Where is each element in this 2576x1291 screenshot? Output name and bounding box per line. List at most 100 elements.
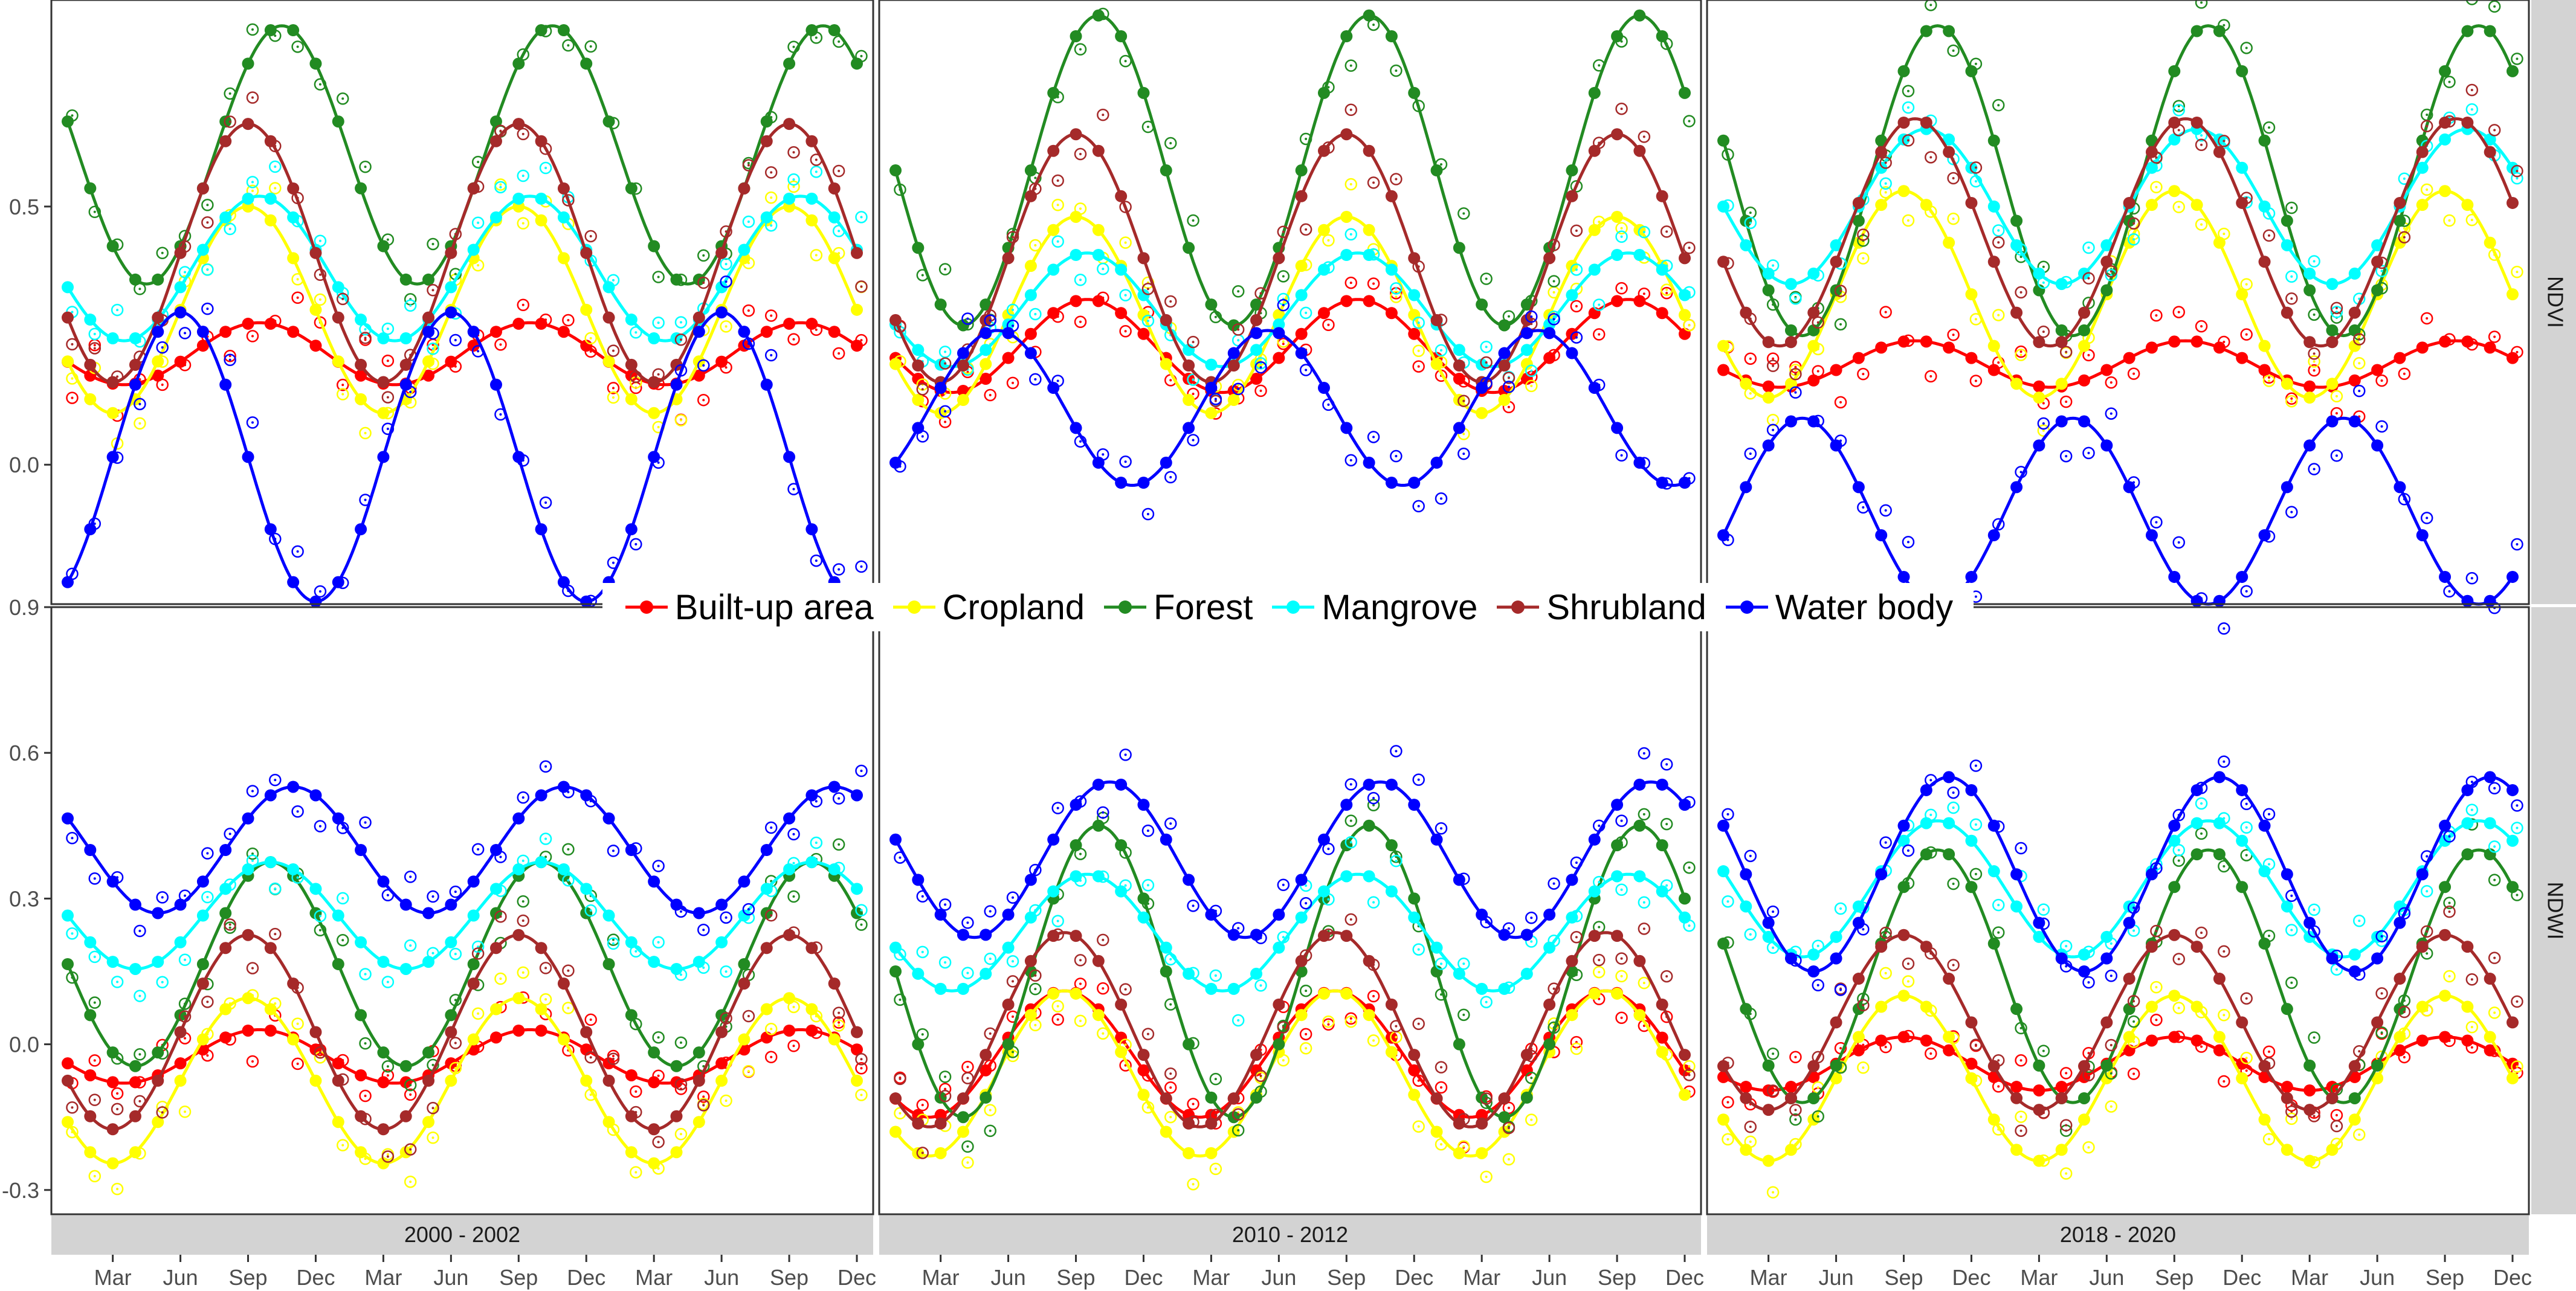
observation-dot bbox=[499, 915, 502, 918]
fitted-point bbox=[1943, 848, 1955, 861]
observation-circle bbox=[1164, 1110, 1177, 1124]
fitted-point bbox=[1740, 481, 1752, 494]
fitted-point bbox=[1453, 1147, 1465, 1159]
observation-circle bbox=[855, 1062, 868, 1075]
observation-dot bbox=[184, 1110, 187, 1113]
observation-dot bbox=[477, 221, 480, 224]
observation-dot bbox=[2493, 956, 2496, 959]
fitted-point bbox=[1717, 1113, 1729, 1126]
observation-dot bbox=[1056, 1018, 1059, 1021]
fitted-point bbox=[1520, 967, 1533, 980]
fitted-point bbox=[783, 192, 796, 205]
observation-circle bbox=[1187, 1098, 1199, 1110]
fitted-point bbox=[625, 1009, 638, 1022]
fitted-point bbox=[219, 211, 232, 224]
fitted-point bbox=[2145, 529, 2158, 541]
fitted-point bbox=[1543, 909, 1556, 921]
observation-dot bbox=[228, 926, 231, 929]
observation-circle bbox=[2330, 301, 2343, 315]
observation-dot bbox=[1974, 166, 1977, 169]
fitted-point bbox=[1566, 874, 1578, 886]
observation-dot bbox=[1372, 995, 1375, 998]
fitted-point bbox=[445, 246, 457, 259]
fitted-point bbox=[174, 936, 187, 948]
observation-circle bbox=[156, 246, 169, 259]
observation-circle bbox=[2398, 907, 2411, 920]
observation-circle bbox=[427, 1101, 439, 1115]
fitted-point bbox=[2371, 930, 2384, 943]
observation-dot bbox=[1642, 135, 1645, 138]
observation-dot bbox=[612, 1057, 615, 1060]
observation-dot bbox=[2313, 1036, 2316, 1039]
fitted-point bbox=[2394, 916, 2406, 929]
observation-dot bbox=[612, 561, 615, 564]
observation-dot bbox=[274, 187, 277, 190]
observation-circle bbox=[607, 845, 620, 857]
fitted-point bbox=[580, 340, 593, 352]
fitted-point bbox=[2484, 146, 2496, 158]
observation-circle bbox=[2059, 395, 2073, 408]
fitted-point bbox=[957, 359, 969, 372]
observation-dot bbox=[1749, 452, 1752, 456]
fitted-point bbox=[287, 576, 300, 588]
observation-circle bbox=[674, 333, 688, 346]
fitted-point bbox=[2371, 1016, 2384, 1029]
observation-circle bbox=[1902, 134, 1915, 147]
fitted-point bbox=[422, 956, 435, 968]
fitted-point bbox=[2371, 256, 2384, 268]
fitted-point bbox=[2348, 306, 2361, 319]
fitted-point bbox=[2145, 941, 2158, 953]
observation-dot bbox=[2470, 108, 2473, 111]
fitted-point bbox=[399, 273, 412, 286]
observation-circle bbox=[269, 882, 282, 895]
observation-dot bbox=[1214, 315, 1217, 318]
fitted-point bbox=[489, 942, 502, 955]
fitted-point bbox=[1965, 288, 1978, 301]
observation-dot bbox=[634, 331, 638, 334]
observation-dot bbox=[1169, 475, 1172, 478]
observation-dot bbox=[1665, 288, 1668, 291]
fitted-point bbox=[1227, 394, 1240, 407]
observation-circle bbox=[562, 39, 575, 52]
fitted-point bbox=[1476, 909, 1488, 921]
fitted-point bbox=[1340, 295, 1353, 307]
observation-dot bbox=[657, 1141, 660, 1144]
fitted-point bbox=[625, 358, 638, 371]
x-tick-label: Mar bbox=[922, 1265, 960, 1290]
observation-circle bbox=[961, 312, 974, 325]
observation-dot bbox=[838, 797, 841, 800]
fitted-point bbox=[805, 192, 818, 205]
observation-dot bbox=[296, 876, 299, 879]
observation-dot bbox=[1169, 379, 1172, 382]
fitted-point bbox=[2507, 1072, 2519, 1084]
fitted-point bbox=[106, 407, 119, 419]
observation-circle bbox=[1660, 970, 1673, 983]
fitted-point bbox=[912, 344, 925, 356]
observation-circle bbox=[111, 303, 124, 317]
observation-circle bbox=[1164, 295, 1177, 308]
fitted-point bbox=[1070, 870, 1082, 883]
observation-circle bbox=[607, 382, 620, 394]
observation-circle bbox=[2218, 945, 2230, 958]
observation-circle bbox=[1344, 836, 1357, 849]
fitted-point bbox=[1762, 284, 1775, 297]
observation-dot bbox=[2065, 350, 2068, 353]
fitted-point bbox=[1520, 1091, 1533, 1104]
observation-dot bbox=[944, 420, 947, 423]
fitted-point bbox=[489, 883, 502, 895]
observation-dot bbox=[1997, 1059, 2000, 1062]
observation-circle bbox=[742, 903, 755, 916]
observation-circle bbox=[1834, 984, 1847, 996]
observation-circle bbox=[1660, 758, 1673, 771]
fitted-point bbox=[422, 1074, 435, 1087]
observation-circle bbox=[2488, 840, 2501, 853]
observation-circle bbox=[1367, 990, 1380, 1003]
observation-dot bbox=[1997, 1085, 2000, 1088]
observation-dot bbox=[1862, 233, 1865, 236]
observation-circle bbox=[539, 993, 552, 1006]
fitted-point bbox=[2055, 378, 2068, 390]
observation-dot bbox=[2087, 277, 2090, 280]
observation-dot bbox=[1417, 321, 1420, 324]
fitted-point bbox=[957, 982, 969, 995]
series-water-body bbox=[62, 275, 868, 608]
